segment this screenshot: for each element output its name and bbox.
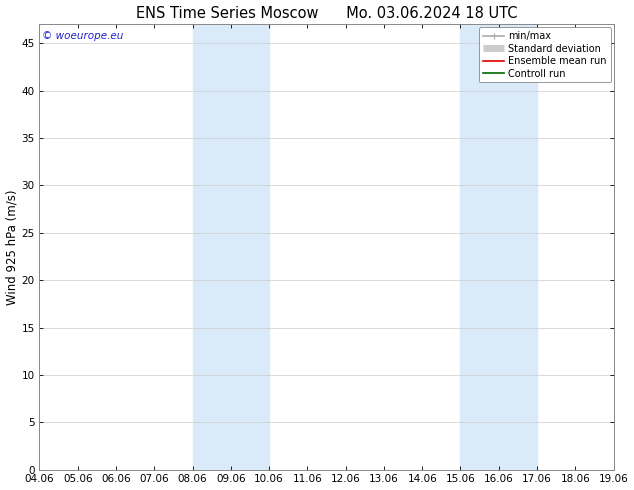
Bar	[460, 24, 499, 469]
Bar	[499, 24, 537, 469]
Text: © woeurope.eu: © woeurope.eu	[42, 31, 124, 41]
Bar	[231, 24, 269, 469]
Legend: min/max, Standard deviation, Ensemble mean run, Controll run: min/max, Standard deviation, Ensemble me…	[479, 27, 611, 82]
Y-axis label: Wind 925 hPa (m/s): Wind 925 hPa (m/s)	[6, 189, 18, 305]
Bar	[193, 24, 231, 469]
Title: ENS Time Series Moscow      Mo. 03.06.2024 18 UTC: ENS Time Series Moscow Mo. 03.06.2024 18…	[136, 5, 517, 21]
